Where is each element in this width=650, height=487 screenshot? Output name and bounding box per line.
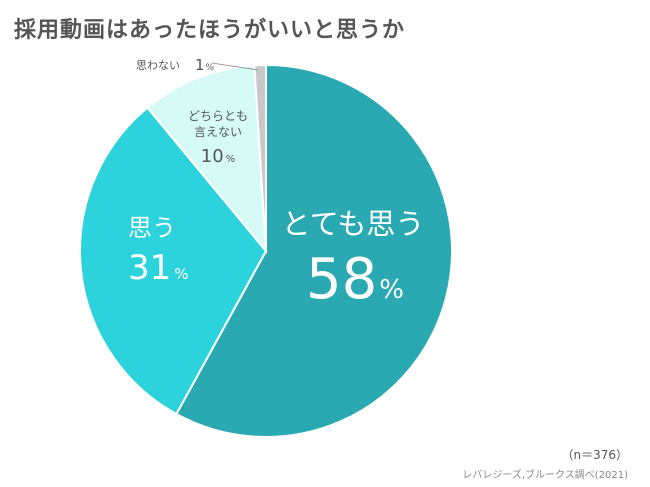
pie-slice-omowanai [253, 63, 267, 252]
slice-label-omowanai: 思わない [136, 59, 180, 72]
slice-label-dochira-line1: どちらとも [188, 109, 248, 123]
source-note: レバレジーズ,ブルークス調べ(2021) [462, 470, 628, 481]
slice-value-unit-dochira: % [226, 154, 236, 165]
slice-value-number-dochira: 10 [201, 146, 224, 167]
sample-size-note: （n＝376） [561, 448, 628, 462]
slice-value-number-omou: 31 [128, 248, 171, 288]
slice-label-omou: 思う [128, 214, 176, 242]
slice-value-omou: 31% [128, 248, 189, 288]
slice-value-unit-omou: % [174, 265, 188, 283]
slice-label-dochira-line2: 言えない [194, 125, 242, 139]
slice-value-number-omowanai: 1 [195, 56, 205, 74]
slice-value-totemo: 58% [306, 247, 404, 312]
slice-value-omowanai: 1% [195, 56, 215, 74]
pie-slice-omou [79, 106, 268, 416]
slice-value-unit-totemo: % [379, 275, 404, 305]
chart-title: 採用動画はあったほうがいいと思うか [14, 18, 406, 43]
pie-slice-totemo [175, 63, 453, 438]
pie-slice-dochira [146, 64, 268, 255]
pie-slices [79, 63, 453, 438]
slice-value-unit-omowanai: % [206, 63, 215, 73]
slice-value-number-totemo: 58 [306, 247, 377, 312]
pie-labels: とても思う 58% 思う 31% どちらとも 言えない 10% 思わない 1% [128, 56, 424, 312]
omowanai-leader-line [211, 62, 259, 71]
slice-value-dochira: 10% [201, 146, 235, 167]
slice-label-totemo: とても思う [282, 207, 425, 241]
